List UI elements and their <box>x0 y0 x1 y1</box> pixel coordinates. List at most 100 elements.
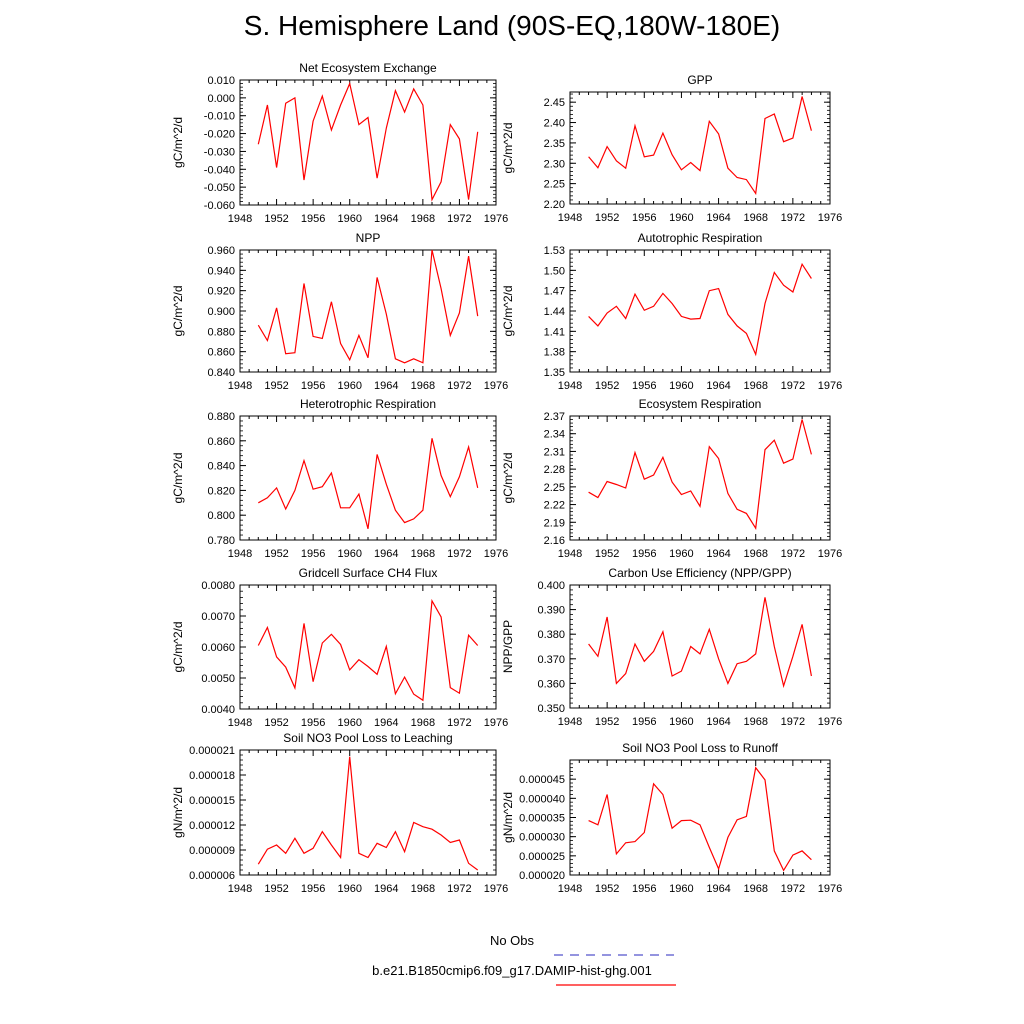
x-tick-label: 1964 <box>374 213 398 225</box>
y-tick-label: 2.16 <box>544 535 565 547</box>
y-tick-label: 2.25 <box>544 482 565 494</box>
x-tick-label: 1960 <box>337 380 361 392</box>
x-tick-label: 1952 <box>264 548 288 560</box>
x-tick-label: 1956 <box>632 716 656 728</box>
x-tick-label: 1964 <box>706 548 730 560</box>
x-tick-label: 1952 <box>264 717 288 729</box>
x-tick-label: 1968 <box>411 548 435 560</box>
x-tick-label: 1976 <box>484 548 508 560</box>
panel-title: NPP <box>356 231 381 245</box>
y-tick-label: 0.940 <box>207 265 235 277</box>
y-axis-label: gC/m^2/d <box>171 286 185 337</box>
series-line <box>257 249 479 364</box>
x-tick-label: 1972 <box>781 716 805 728</box>
y-tick-label: 0.390 <box>537 605 565 617</box>
x-tick-label: 1968 <box>411 380 435 392</box>
y-tick-label: 0.0050 <box>201 673 235 685</box>
x-tick-label: 1952 <box>595 716 619 728</box>
x-tick-label: 1968 <box>411 717 435 729</box>
y-tick-label: 0.000009 <box>189 845 235 857</box>
x-tick-label: 1972 <box>781 212 805 224</box>
x-tick-label: 1968 <box>411 883 435 895</box>
y-axis-label: gC/m^2/d <box>501 286 515 337</box>
y-tick-label: 0.000018 <box>189 770 235 782</box>
y-tick-label: 0.0080 <box>201 580 235 592</box>
x-tick-label: 1948 <box>228 717 252 729</box>
y-tick-label: 0.920 <box>207 286 235 298</box>
x-tick-label: 1972 <box>447 717 471 729</box>
y-tick-label: -0.010 <box>204 111 235 123</box>
x-tick-label: 1952 <box>264 883 288 895</box>
y-tick-label: -0.030 <box>204 146 235 158</box>
y-tick-label: -0.040 <box>204 164 235 176</box>
panel-title: Gridcell Surface CH4 Flux <box>299 566 438 580</box>
chart-panel: Gridcell Surface CH4 Flux gC/m^2/d 1948 195… <box>171 566 508 729</box>
plot-frame <box>239 415 497 541</box>
x-tick-label: 1956 <box>632 380 656 392</box>
plot-frame <box>569 91 831 205</box>
x-tick-label: 1960 <box>337 213 361 225</box>
y-axis-label: gC/m^2/d <box>171 622 185 673</box>
y-tick-label: 2.22 <box>544 500 565 512</box>
y-tick-label: 0.840 <box>207 461 235 473</box>
y-tick-label: 0.0070 <box>201 611 235 623</box>
x-tick-label: 1964 <box>706 212 730 224</box>
x-tick-label: 1960 <box>337 548 361 560</box>
x-tick-label: 1972 <box>781 883 805 895</box>
x-tick-label: 1976 <box>484 717 508 729</box>
x-tick-label: 1972 <box>447 213 471 225</box>
series-line <box>588 262 812 357</box>
y-tick-label: 0.000025 <box>519 851 565 863</box>
x-tick-label: 1952 <box>264 380 288 392</box>
x-tick-label: 1952 <box>595 548 619 560</box>
y-tick-label: -0.020 <box>204 129 235 141</box>
y-axis-label: gC/m^2/d <box>171 117 185 168</box>
y-tick-label: 0.350 <box>537 703 565 715</box>
plot-frame <box>239 584 497 710</box>
chart-panel: Carbon Use Efficiency (NPP/GPP) NPP/GPP 19… <box>501 566 842 728</box>
panel-title: Soil NO3 Pool Loss to Runoff <box>622 741 779 755</box>
x-tick-label: 1976 <box>818 212 842 224</box>
x-tick-label: 1956 <box>632 212 656 224</box>
y-tick-label: 0.360 <box>537 678 565 690</box>
y-tick-label: 0.000015 <box>189 795 235 807</box>
chart-panel: Heterotrophic Respiration gC/m^2/d 1948 195… <box>171 397 508 560</box>
y-tick-label: 1.50 <box>544 265 565 277</box>
y-tick-label: 0.860 <box>207 436 235 448</box>
x-tick-label: 1968 <box>743 380 767 392</box>
legend-model-line <box>556 984 676 986</box>
plot-frame <box>569 584 831 709</box>
plot-frame <box>569 415 831 541</box>
x-tick-label: 1964 <box>374 548 398 560</box>
x-tick-label: 1960 <box>669 380 693 392</box>
panel-title: Net Ecosystem Exchange <box>299 61 437 75</box>
chart-panel: NPP gC/m^2/d 1948 1952 1956 1960 1964 1968 1972 1… <box>171 231 508 392</box>
panel-title: Heterotrophic Respiration <box>300 397 436 411</box>
y-tick-label: 1.47 <box>544 286 565 298</box>
y-tick-label: 0.0060 <box>201 642 235 654</box>
y-tick-label: 2.25 <box>544 179 565 191</box>
x-tick-label: 1968 <box>743 716 767 728</box>
legend-model-label: b.e21.B1850cmip6.f09_g17.DAMIP-hist-ghg.… <box>372 963 652 978</box>
plot-frame <box>239 79 497 206</box>
y-tick-label: 1.38 <box>544 347 565 359</box>
x-tick-label: 1952 <box>595 212 619 224</box>
y-tick-label: 2.31 <box>544 446 565 458</box>
y-tick-label: 0.380 <box>537 629 565 641</box>
y-axis-label: gC/m^2/d <box>501 123 515 174</box>
legend-obs-line <box>554 954 674 956</box>
y-tick-label: 0.0040 <box>201 704 235 716</box>
y-tick-label: 0.860 <box>207 347 235 359</box>
y-tick-label: 0.880 <box>207 326 235 338</box>
series-line <box>588 766 812 872</box>
x-tick-label: 1948 <box>558 883 582 895</box>
x-tick-label: 1956 <box>301 717 325 729</box>
y-tick-label: 0.800 <box>207 510 235 522</box>
legend-obs-label: No Obs <box>489 933 535 948</box>
x-tick-label: 1976 <box>484 213 508 225</box>
x-tick-label: 1964 <box>706 883 730 895</box>
y-tick-label: 1.41 <box>544 326 565 338</box>
y-tick-label: 2.19 <box>544 517 565 529</box>
x-tick-label: 1960 <box>669 716 693 728</box>
